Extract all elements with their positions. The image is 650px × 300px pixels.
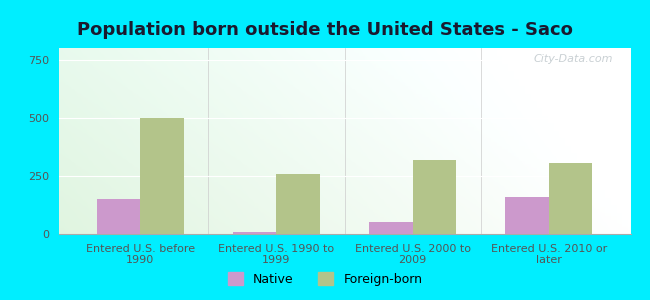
Bar <box>413 160 456 234</box>
Bar <box>276 173 320 234</box>
Bar <box>505 197 549 234</box>
Text: Population born outside the United States - Saco: Population born outside the United State… <box>77 21 573 39</box>
Bar <box>549 163 592 234</box>
Bar <box>369 222 413 234</box>
Text: City-Data.com: City-Data.com <box>534 54 614 64</box>
Bar <box>233 232 276 234</box>
Legend: Native, Foreign-born: Native, Foreign-born <box>223 267 427 291</box>
Bar <box>140 118 184 234</box>
Bar <box>97 199 140 234</box>
